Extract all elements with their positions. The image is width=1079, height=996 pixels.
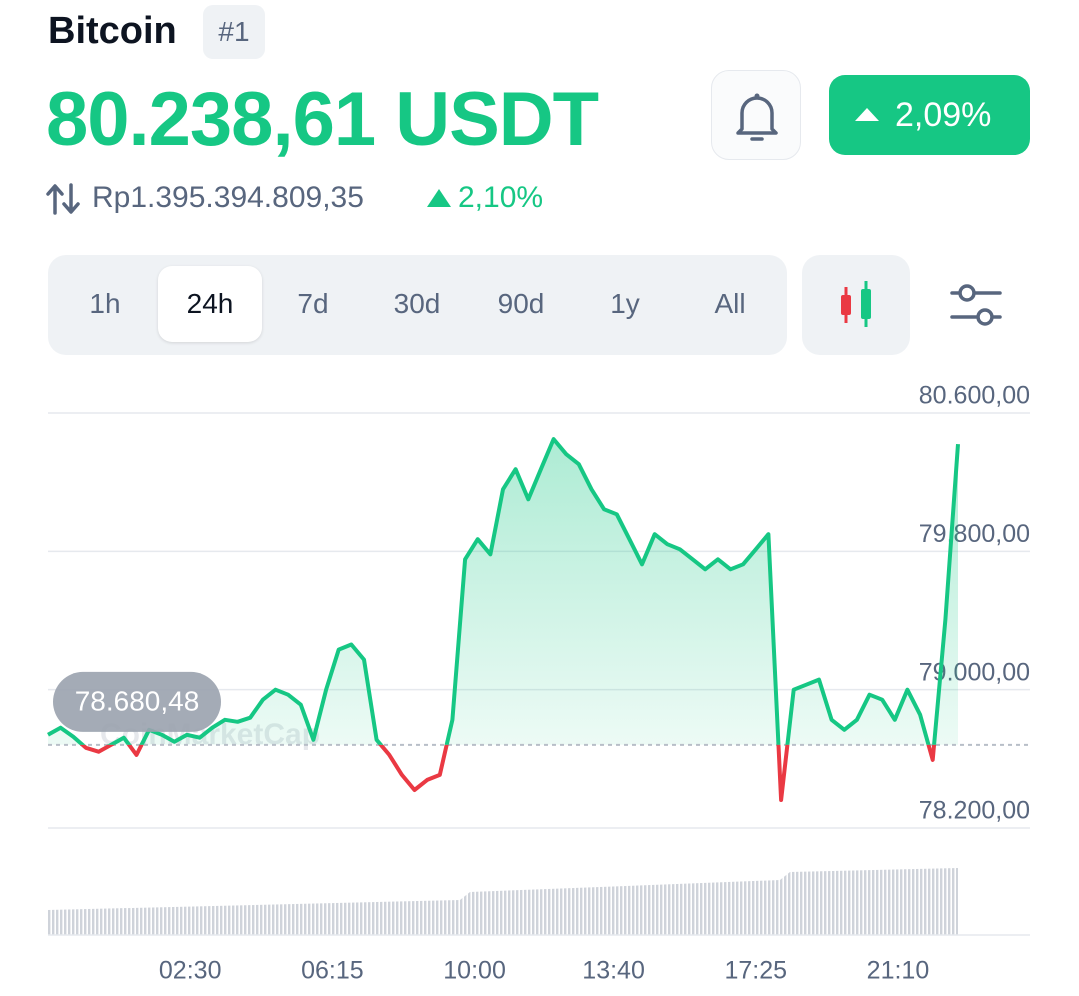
alert-button[interactable]: [711, 70, 801, 160]
tab[interactable]: 1h: [89, 288, 121, 319]
tab[interactable]: 30d: [393, 288, 441, 319]
candle-toggle[interactable]: [802, 255, 910, 355]
change-badge: 2,09%: [829, 75, 1030, 155]
convert-icon: [46, 183, 80, 215]
volume-bars: [48, 868, 958, 935]
tab[interactable]: 1y: [610, 288, 640, 319]
y-tick-label: 79.000,00: [919, 658, 1030, 686]
tab[interactable]: 90d: [497, 288, 545, 319]
x-tick-label: 21:10: [867, 957, 930, 985]
change-idr: 2,10%: [458, 181, 544, 214]
y-tick-label: 79.800,00: [919, 520, 1030, 548]
up-triangle: [855, 108, 879, 121]
up-triangle: [427, 189, 451, 207]
baseline-pill: [53, 671, 221, 732]
x-tick-label: 10:00: [443, 957, 506, 985]
y-tick-label: 78.200,00: [919, 797, 1030, 825]
x-tick-label: 06:15: [301, 957, 364, 985]
price-line: [47, 437, 960, 745]
range-tabs: 1h 24h 7d 30d 90d 1y All: [48, 255, 787, 355]
price-idr: Rp1.395.394.809,35: [92, 181, 364, 214]
y-tick-label: 80.600,00: [919, 382, 1030, 410]
baseline-label: 78.680,48: [75, 685, 200, 716]
candle-icon: [841, 281, 871, 327]
x-tick-label: 17:25: [724, 957, 787, 985]
bell-icon: [736, 93, 778, 141]
price: 80.238,61 USDT: [46, 77, 599, 162]
tab[interactable]: All: [714, 288, 746, 319]
x-tick-label: 13:40: [582, 957, 645, 985]
price-area: [48, 439, 958, 745]
x-tick-label: 02:30: [159, 957, 222, 985]
rank-badge: #1: [203, 5, 265, 59]
tab-selected[interactable]: 24h: [158, 266, 262, 342]
settings-icon[interactable]: [946, 280, 1006, 330]
change-value: 2,09%: [895, 96, 992, 134]
coin-title: Bitcoin: [48, 10, 177, 52]
tab[interactable]: 7d: [297, 288, 329, 319]
chart: 80.600,00 79.800,00 79.000,00 78.200,00 02:3…: [47, 382, 1030, 985]
